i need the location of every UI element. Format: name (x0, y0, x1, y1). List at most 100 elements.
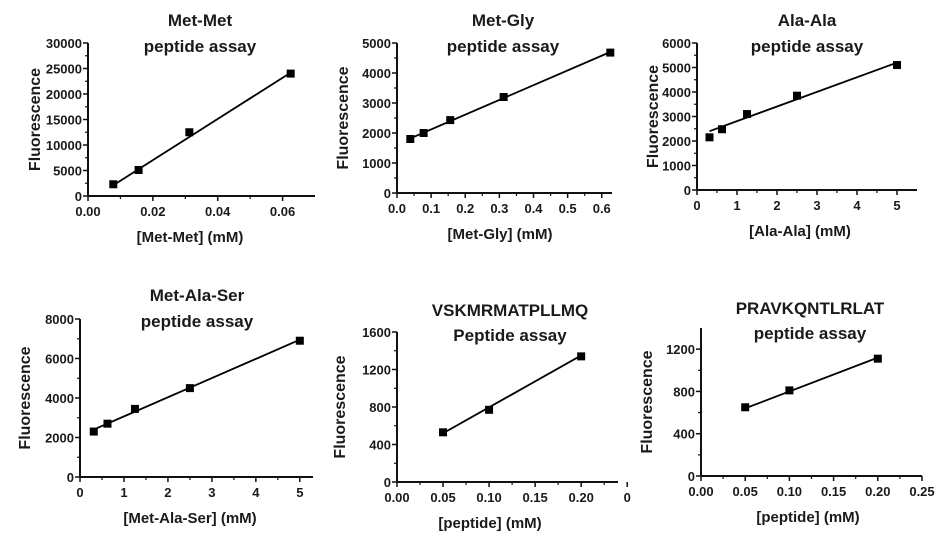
y-axis-label: Fluorescence (27, 68, 44, 171)
x-tick-label: 0.15 (821, 484, 846, 499)
y-tick-label: 20000 (46, 87, 82, 102)
x-axis-label: [peptide] (mM) (438, 515, 541, 532)
y-tick-label: 400 (369, 438, 391, 453)
chart-panel-2: Met-Gly peptide assay 0.0 0.1 0.2 0.3 0.4 0.5 0.… (335, 11, 615, 243)
chart-panel-1: Met-Met peptide assay 0.00 0.02 0.04 0.06 0 500… (27, 11, 315, 246)
x-axis-label: [Ala-Ala] (mM) (749, 223, 851, 240)
x-tick-label: 0.00 (384, 490, 409, 505)
y-tick-label: 8000 (45, 312, 74, 327)
y-tick-label: 1000 (362, 156, 391, 171)
data-point (89, 427, 98, 436)
data-point (446, 116, 455, 125)
y-tick-label: 6000 (662, 36, 691, 51)
data-point (406, 135, 415, 143)
x-tick-label: 0.20 (569, 490, 594, 505)
x-tick-label: 0.0 (388, 201, 406, 216)
x-tick-label: 1 (733, 198, 740, 213)
x-tick-label: 2 (164, 485, 171, 500)
y-tick-label: 0 (75, 189, 82, 204)
fit-line (93, 338, 301, 431)
x-tick-label: 0.20 (865, 484, 890, 499)
y-tick-label: 5000 (662, 61, 691, 76)
chart-panel-3: Ala-Ala peptide assay 0 1 2 3 4 5 0 1000 2000 3000 4… (645, 11, 917, 240)
chart-title: peptide assay (751, 37, 864, 56)
x-tick-label: 2 (773, 198, 780, 213)
data-point (741, 403, 750, 412)
chart-title: VSKMRMATPLLMQ (432, 301, 588, 320)
chart-title: Met-Gly (472, 11, 535, 30)
y-tick-label: 25000 (46, 62, 82, 77)
chart-title: Met-Met (168, 11, 233, 30)
y-tick-label: 800 (369, 400, 391, 415)
chart-title: Met-Ala-Ser (150, 286, 245, 305)
x-tick-label: 3 (813, 198, 820, 213)
x-tick-label: 4 (853, 198, 861, 213)
x-tick-label: 5 (893, 198, 900, 213)
y-tick-label: 2000 (662, 134, 691, 149)
x-tick-label: 0 (624, 490, 631, 505)
data-point (185, 128, 194, 137)
y-tick-label: 2000 (45, 431, 74, 446)
y-tick-label: 0 (684, 183, 691, 198)
x-tick-label: 0.05 (733, 484, 758, 499)
x-tick-label: 0.10 (777, 484, 802, 499)
x-axis-label: [Met-Ala-Ser] (mM) (123, 510, 256, 527)
x-tick-label: 0.15 (522, 490, 547, 505)
y-tick-label: 3000 (362, 96, 391, 111)
x-tick-label: 1 (120, 485, 127, 500)
data-point (873, 354, 882, 363)
y-tick-label: 1200 (666, 342, 695, 357)
y-axis-label: Fluorescence (335, 66, 352, 169)
data-point (130, 404, 139, 413)
y-tick-label: 1200 (362, 363, 391, 378)
data-point (419, 129, 428, 137)
data-point (286, 69, 295, 78)
x-tick-label: 0.05 (430, 490, 455, 505)
data-point (185, 384, 194, 393)
y-tick-label: 0 (384, 186, 391, 201)
x-tick-label: 0.4 (524, 201, 543, 216)
x-tick-label: 0 (693, 198, 700, 213)
chart-title: Ala-Ala (778, 11, 837, 30)
x-tick-label: 0.2 (456, 201, 474, 216)
data-point (109, 180, 118, 189)
x-axis-label: [peptide] (mM) (756, 509, 859, 526)
chart-panel-5: VSKMRMATPLLMQ Peptide assay 0.00 0.05 0.10 0.… (332, 301, 631, 532)
y-axis-label: Fluorescence (17, 346, 34, 449)
data-point (295, 336, 304, 345)
x-tick-label: 0.1 (422, 201, 440, 216)
x-tick-label: 0.5 (559, 201, 577, 216)
y-tick-label: 5000 (53, 164, 82, 179)
fit-line (442, 354, 582, 435)
chart-title: Peptide assay (453, 326, 567, 345)
y-axis-label: Fluorescence (332, 355, 349, 458)
y-axis-label: Fluorescence (639, 350, 656, 453)
x-tick-label: 0.06 (270, 204, 295, 219)
y-tick-label: 1600 (362, 325, 391, 340)
x-axis-label: [Met-Met] (mM) (137, 229, 244, 246)
y-tick-label: 1000 (662, 159, 691, 174)
y-tick-label: 10000 (46, 138, 82, 153)
data-point (485, 405, 494, 414)
y-axis-label: Fluorescence (645, 65, 662, 168)
x-tick-label: 0.3 (490, 201, 508, 216)
data-point (793, 91, 801, 100)
y-tick-label: 3000 (662, 110, 691, 125)
y-tick-label: 800 (673, 384, 695, 399)
x-axis-label: [Met-Gly] (mM) (448, 226, 553, 243)
y-tick-label: 0 (688, 469, 695, 484)
data-point (577, 352, 586, 361)
y-tick-label: 4000 (362, 66, 391, 81)
data-point (439, 428, 448, 437)
data-point (705, 133, 714, 142)
y-tick-label: 5000 (362, 36, 391, 51)
data-point (499, 93, 508, 101)
chart-title: peptide assay (754, 324, 867, 343)
x-tick-label: 0 (76, 485, 83, 500)
y-tick-label: 15000 (46, 113, 82, 128)
x-tick-label: 0.6 (593, 201, 611, 216)
fit-line (744, 356, 879, 410)
data-point (718, 125, 726, 134)
x-tick-label: 0.04 (205, 204, 231, 219)
